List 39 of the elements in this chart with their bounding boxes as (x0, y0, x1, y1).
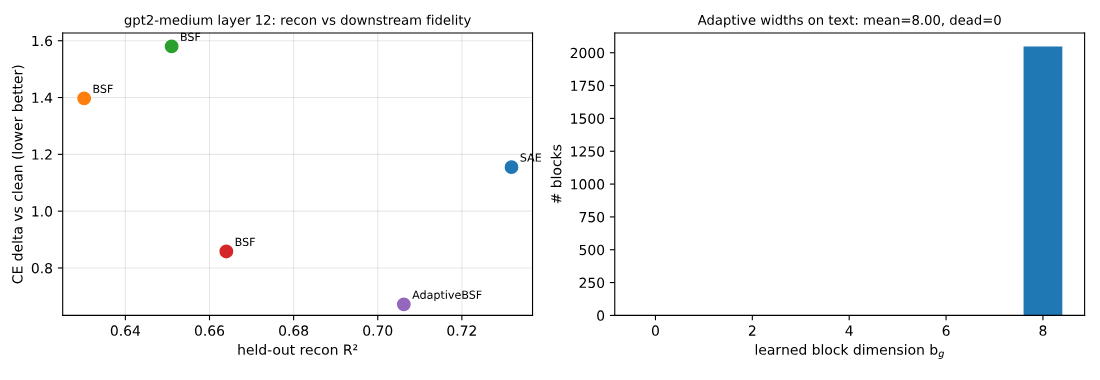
x-tick-label: 0 (651, 325, 659, 336)
x-tick-label: 0.72 (447, 325, 476, 336)
y-tick-label: 1500 (571, 113, 605, 124)
x-tick-label: 0.68 (279, 325, 309, 336)
x-axis-title: held-out recon R² (238, 344, 358, 355)
y-tick-label: 1.4 (32, 92, 53, 103)
x-tick-label: 8 (1039, 325, 1047, 336)
annotation: BSF (181, 32, 201, 42)
point (219, 244, 234, 259)
y-tick-label: 1250 (571, 146, 605, 157)
x-tick-label: 0.64 (110, 325, 141, 336)
x-tick-label: 0.70 (363, 325, 393, 336)
y-tick-label: 750 (579, 211, 605, 223)
point (164, 39, 179, 54)
chart-title: Adaptive widths on text: mean=8.00, dead=0 (697, 14, 1001, 28)
y-tick-label: 1.0 (32, 206, 53, 217)
y-axis-title: # blocks (550, 144, 562, 204)
annotation: BSF (93, 84, 113, 93)
point (77, 91, 92, 106)
x-tick-label: 6 (942, 325, 950, 336)
x-axis-title: learned block dimension b$_{g}$ (755, 344, 945, 359)
y-tick-label: 500 (579, 244, 605, 256)
y-tick-label: 1000 (571, 179, 605, 190)
y-axis-title: CE delta vs clean (lower better) (11, 65, 25, 284)
annotation: BSF (235, 237, 255, 247)
y-tick-label: 1750 (571, 80, 605, 92)
y-tick-label: 0 (597, 310, 605, 321)
x-tick-label: 4 (845, 325, 853, 336)
x-tick-label: 2 (748, 325, 756, 336)
y-tick-label: 1.6 (32, 35, 53, 47)
y-tick-label: 0.8 (31, 262, 53, 274)
x-tick-label: 0.66 (194, 325, 225, 336)
y-tick-label: 1.2 (32, 149, 52, 160)
annotation: AdaptiveBSF (412, 290, 482, 302)
y-tick-label: 2000 (570, 47, 605, 59)
chart-title: gpt2-medium layer 12: recon vs downstream fidelity (124, 14, 471, 28)
point (396, 297, 411, 312)
y-tick-label: 250 (579, 277, 605, 289)
point (504, 160, 519, 175)
